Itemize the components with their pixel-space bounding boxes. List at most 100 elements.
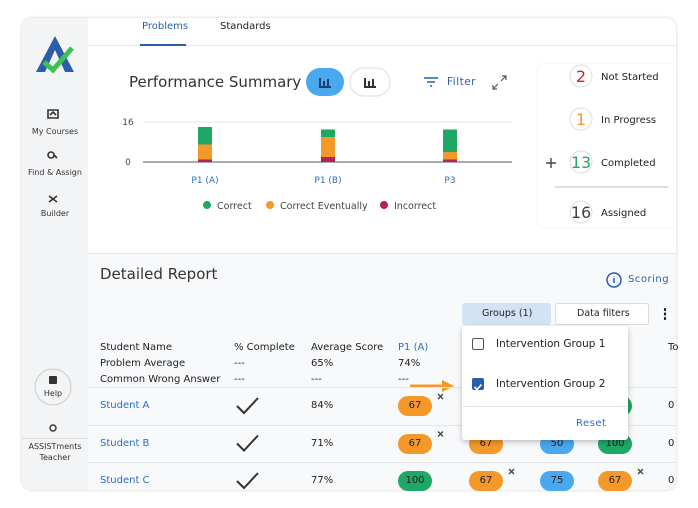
column-header: Average Score bbox=[311, 342, 384, 353]
row-divider bbox=[88, 387, 676, 388]
logo bbox=[36, 36, 74, 74]
status-circle bbox=[569, 150, 593, 174]
score-pill[interactable]: 67 bbox=[398, 433, 432, 454]
column-header: Student Name bbox=[100, 342, 173, 353]
nav-item[interactable]: Builder bbox=[40, 209, 70, 218]
summary-row-label: Problem Average bbox=[100, 358, 186, 369]
x-tick-label: P1 (B) bbox=[314, 176, 341, 186]
status-count: 1 bbox=[576, 110, 586, 129]
status-count: 2 bbox=[576, 67, 586, 86]
nav-icon bbox=[47, 151, 58, 159]
summary-cell: --- bbox=[234, 374, 245, 385]
wrong-mark bbox=[437, 393, 444, 400]
complete-check bbox=[236, 434, 259, 452]
legend-dot bbox=[203, 201, 211, 209]
nav-item[interactable]: Find & Assign bbox=[28, 168, 82, 177]
dropdown-option[interactable]: Intervention Group 1 bbox=[496, 338, 606, 350]
average-score: 84% bbox=[311, 400, 334, 411]
status-label: Completed bbox=[601, 158, 656, 169]
status-label: In Progress bbox=[601, 115, 656, 126]
scoring-link[interactable]: Scoring bbox=[628, 274, 670, 285]
report-title: Detailed Report bbox=[100, 265, 218, 283]
legend-dot bbox=[380, 201, 388, 209]
bar-segment bbox=[443, 159, 457, 162]
filters-button[interactable]: Data filters bbox=[555, 303, 649, 325]
summary-title: Performance Summary bbox=[129, 73, 302, 91]
complete-check bbox=[236, 397, 259, 415]
filter-icon bbox=[424, 77, 438, 87]
status-label: Assigned bbox=[601, 208, 646, 219]
nav-item[interactable]: My Courses bbox=[31, 127, 79, 136]
average-score: 77% bbox=[311, 475, 334, 486]
score-pill[interactable]: 67 bbox=[398, 396, 432, 416]
summary-cell: --- bbox=[398, 374, 409, 385]
wrong-mark bbox=[508, 468, 515, 475]
student-name[interactable]: Student C bbox=[100, 475, 150, 486]
dropdown-menu bbox=[462, 326, 628, 440]
column-header: To bbox=[668, 342, 679, 353]
tab-border bbox=[88, 45, 676, 46]
score-pill[interactable]: 67 bbox=[469, 471, 503, 491]
y-tick-label: 0 bbox=[125, 158, 131, 168]
y-tick-label: 16 bbox=[122, 118, 134, 128]
status-circle bbox=[569, 64, 593, 88]
bar-segment bbox=[321, 129, 335, 137]
score-pill[interactable]: 75 bbox=[540, 471, 574, 491]
bar-segment bbox=[443, 152, 457, 160]
status-circle bbox=[569, 200, 593, 224]
status-circle bbox=[569, 107, 593, 131]
student-name[interactable]: Student A bbox=[100, 400, 150, 411]
average-score: 71% bbox=[311, 437, 334, 449]
bar-segment bbox=[198, 144, 212, 160]
help-icon bbox=[49, 376, 57, 384]
legend-label: Correct Eventually bbox=[280, 201, 368, 212]
complete-check bbox=[236, 472, 259, 490]
nav-icon bbox=[48, 195, 58, 203]
dropdown-divider bbox=[462, 406, 628, 407]
total-cell: 0 bbox=[668, 437, 675, 449]
reset-button[interactable]: Reset bbox=[576, 418, 607, 429]
help-label[interactable]: Help bbox=[43, 389, 63, 398]
summary-cell: 65% bbox=[311, 358, 334, 369]
total-cell: 0 bbox=[668, 475, 675, 486]
arrow-head bbox=[442, 380, 454, 392]
summary-cell: --- bbox=[311, 374, 322, 385]
user-label: ASSISTments Teacher bbox=[28, 442, 82, 462]
bar-segment bbox=[198, 127, 212, 145]
bar-segment bbox=[321, 137, 335, 157]
student-name[interactable]: Student B bbox=[100, 437, 150, 449]
column-header: P1 (A) bbox=[398, 342, 429, 353]
plus-icon bbox=[546, 158, 556, 168]
filter-button[interactable]: Filter bbox=[447, 76, 477, 88]
checkbox[interactable] bbox=[472, 378, 484, 391]
tab[interactable]: Problems bbox=[142, 21, 189, 32]
status-label: Not Started bbox=[601, 72, 659, 83]
checkbox[interactable] bbox=[472, 338, 484, 350]
groups-button[interactable]: Groups (1) bbox=[462, 303, 551, 325]
nav-icon bbox=[47, 109, 59, 119]
status-count: 16 bbox=[571, 203, 591, 222]
tab-underline bbox=[140, 44, 186, 46]
expand-icon bbox=[492, 75, 507, 90]
column-header: % Complete bbox=[234, 342, 295, 353]
status-count: 13 bbox=[571, 153, 591, 172]
x-tick-label: P1 (A) bbox=[191, 176, 218, 186]
bar-segment bbox=[198, 159, 212, 162]
wrong-mark bbox=[437, 431, 444, 437]
row-divider bbox=[88, 462, 676, 463]
status-card bbox=[538, 64, 676, 227]
tab[interactable]: Standards bbox=[220, 21, 271, 32]
score-pill[interactable]: 67 bbox=[598, 471, 632, 491]
dropdown-option[interactable]: Intervention Group 2 bbox=[496, 378, 606, 390]
toggle-icon bbox=[319, 78, 331, 88]
score-pill[interactable]: 100 bbox=[398, 471, 432, 491]
user-icon bbox=[49, 424, 57, 432]
summary-row-label: Common Wrong Answer bbox=[100, 374, 221, 385]
bar-segment bbox=[321, 157, 335, 162]
sidebar bbox=[22, 18, 88, 490]
check-icon bbox=[473, 383, 483, 391]
legend-dot bbox=[266, 201, 274, 209]
